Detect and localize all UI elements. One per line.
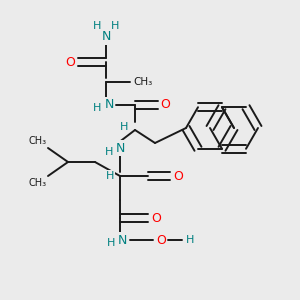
Text: N: N [104, 98, 114, 112]
Text: H: H [93, 21, 101, 31]
Text: H: H [120, 122, 128, 132]
Text: CH₃: CH₃ [29, 136, 47, 146]
Text: O: O [156, 233, 166, 247]
Text: H: H [186, 235, 194, 245]
Text: H: H [111, 21, 119, 31]
Text: O: O [151, 212, 161, 224]
Text: N: N [101, 31, 111, 44]
Text: N: N [117, 233, 127, 247]
Text: H: H [105, 147, 113, 157]
Text: N: N [115, 142, 125, 154]
Text: CH₃: CH₃ [29, 178, 47, 188]
Text: H: H [93, 103, 101, 113]
Text: O: O [160, 98, 170, 112]
Text: O: O [65, 56, 75, 68]
Text: O: O [173, 169, 183, 182]
Text: H: H [107, 238, 115, 248]
Text: H: H [106, 171, 114, 181]
Text: CH₃: CH₃ [134, 77, 153, 87]
